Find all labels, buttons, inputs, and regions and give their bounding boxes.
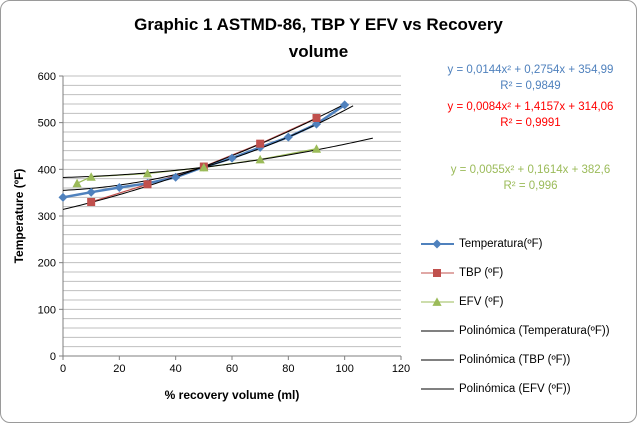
equation-block-temperatura: y = 0,0144x² + 0,2754x + 354,99 R² = 0,9…: [425, 62, 636, 94]
legend: Temperatura(ºF) TBP (ºF) EFV (ºF) Polinómic…: [421, 229, 636, 403]
legend-label: Polinómica (Temperatura(ºF)): [459, 324, 610, 337]
chart-title-line2: volume: [288, 42, 349, 61]
legend-item-temperatura-f[interactable]: Temperatura(ºF): [421, 229, 636, 258]
x-tick-label: 80: [282, 363, 294, 375]
trendline-polin-mica-temperatura-f: [62, 105, 354, 191]
trendline-legend-icon: [421, 388, 454, 389]
equation-block-efv: y = 0,0055x² + 0,1614x + 382,6 R² = 0,99…: [425, 162, 636, 194]
r2-efv: R² = 0,996: [503, 180, 558, 192]
legend-label: Polinómica (TBP (ºF)): [459, 353, 571, 366]
x-tick-label: 20: [113, 363, 125, 375]
trendline-polin-mica-efv-f: [62, 137, 373, 178]
legend-label: Temperatura(ºF): [459, 237, 543, 250]
chart-title-line1: Graphic 1 ASTMD-86, TBP Y EFV vs Recover…: [134, 15, 503, 34]
x-tick-label: 120: [392, 363, 410, 375]
y-axis-title: Temperature (ºF): [12, 168, 26, 264]
chart-title: Graphic 1 ASTMD-86, TBP Y EFV vs Recover…: [1, 11, 636, 65]
gridlines: [63, 75, 401, 357]
x-axis-title: % recovery volume (ml): [164, 388, 300, 402]
legend-item-efv-f[interactable]: EFV (ºF): [421, 287, 636, 316]
series-line-efv-f: [76, 148, 317, 184]
trendline-legend-icon: [421, 330, 454, 331]
axes: 0 100 200 300 400 500 600 0 20 40 60 80 100 120: [38, 71, 411, 375]
legend-item-polin-mica-tbp-f[interactable]: Polinómica (TBP (ºF)): [421, 345, 636, 374]
square-legend-icon: [421, 268, 454, 277]
trendline-polin-mica-tbp-f: [62, 103, 345, 210]
y-tick-label: 0: [50, 351, 56, 363]
trendline-equations: y = 0,0144x² + 0,2754x + 354,99 R² = 0,9…: [425, 62, 636, 194]
series-markers-efv-f: [72, 144, 322, 188]
diamond-legend-icon: [421, 239, 454, 248]
r2-tbp: R² = 0,9991: [500, 117, 561, 129]
equation-block-tbp: y = 0,0084x² + 1,4157x + 314,06 R² = 0,9…: [425, 99, 636, 131]
trendline-legend-icon: [421, 359, 454, 360]
y-tick-label: 400: [38, 164, 56, 176]
equation-tbp: y = 0,0084x² + 1,4157x + 314,06: [447, 101, 614, 113]
legend-label: EFV (ºF): [459, 295, 504, 308]
equation-efv: y = 0,0055x² + 0,1614x + 382,6: [450, 164, 611, 176]
legend-item-polin-mica-temperatura-f[interactable]: Polinómica (Temperatura(ºF)): [421, 316, 636, 345]
legend-item-tbp-f[interactable]: TBP (ºF): [421, 258, 636, 287]
equation-temperatura: y = 0,0144x² + 0,2754x + 354,99: [447, 64, 614, 76]
y-tick-label: 600: [38, 71, 56, 83]
x-tick-label: 40: [170, 363, 182, 375]
triangle-legend-icon: [421, 296, 454, 306]
x-tick-label: 0: [60, 363, 66, 375]
y-tick-label: 300: [38, 211, 56, 223]
legend-label: Polinómica (EFV (ºF)): [459, 382, 571, 395]
legend-item-polin-mica-efv-f[interactable]: Polinómica (EFV (ºF)): [421, 374, 636, 403]
x-tick-label: 100: [335, 363, 353, 375]
r2-temperatura: R² = 0,9849: [500, 80, 561, 92]
y-tick-label: 500: [38, 118, 56, 130]
y-tick-label: 200: [38, 258, 56, 270]
y-tick-label: 100: [38, 304, 56, 316]
legend-label: TBP (ºF): [459, 266, 504, 279]
x-tick-label: 60: [226, 363, 238, 375]
